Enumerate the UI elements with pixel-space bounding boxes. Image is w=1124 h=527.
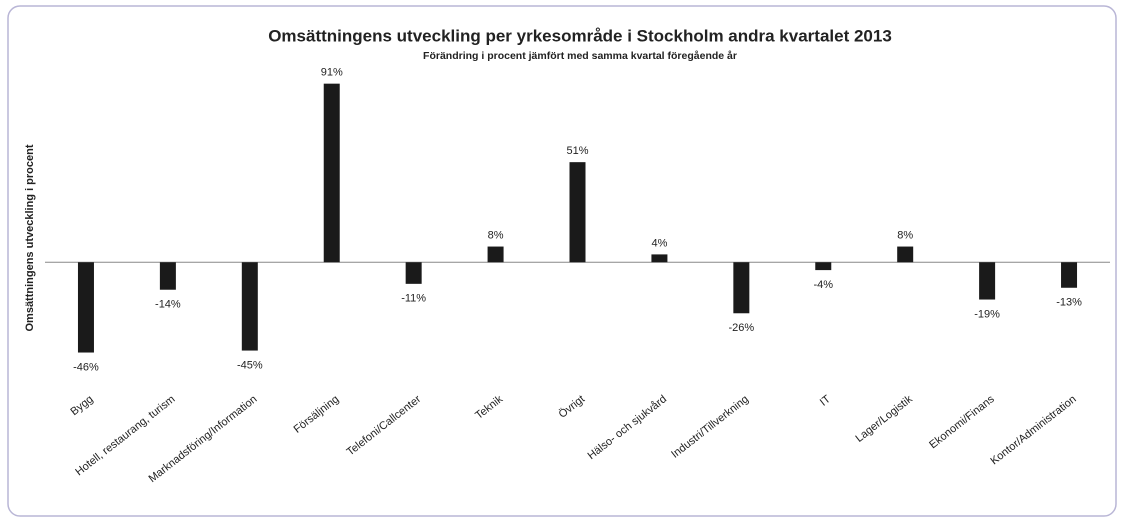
bar xyxy=(569,162,586,263)
bar xyxy=(159,262,176,290)
value-label: -46% xyxy=(73,361,99,373)
value-label: 8% xyxy=(897,229,913,241)
value-label: -14% xyxy=(155,299,181,311)
bar xyxy=(897,246,914,263)
value-label: -45% xyxy=(237,359,263,371)
value-label: -19% xyxy=(974,308,1000,320)
value-label: 4% xyxy=(651,237,667,249)
bar xyxy=(405,262,422,284)
bar xyxy=(1061,262,1078,288)
value-label: -11% xyxy=(401,293,426,305)
bar xyxy=(979,262,996,300)
bar xyxy=(323,83,340,263)
bar xyxy=(241,262,258,351)
bar xyxy=(733,262,750,314)
value-label: 51% xyxy=(566,145,588,157)
value-label: 91% xyxy=(321,67,343,79)
bar xyxy=(77,262,94,353)
value-label: 8% xyxy=(488,229,504,241)
chart-title: Omsättningens utveckling per yrkesområde… xyxy=(268,26,892,45)
value-label: -26% xyxy=(729,322,755,334)
y-axis-label: Omsättningens utveckling i procent xyxy=(24,144,36,331)
bar xyxy=(487,246,504,263)
value-label: -4% xyxy=(813,279,833,291)
chart-subtitle: Förändring i procent jämfört med samma k… xyxy=(423,50,737,62)
chart-frame xyxy=(7,5,1117,517)
value-label: -13% xyxy=(1056,297,1082,309)
bar xyxy=(815,262,832,271)
bar xyxy=(651,254,668,263)
